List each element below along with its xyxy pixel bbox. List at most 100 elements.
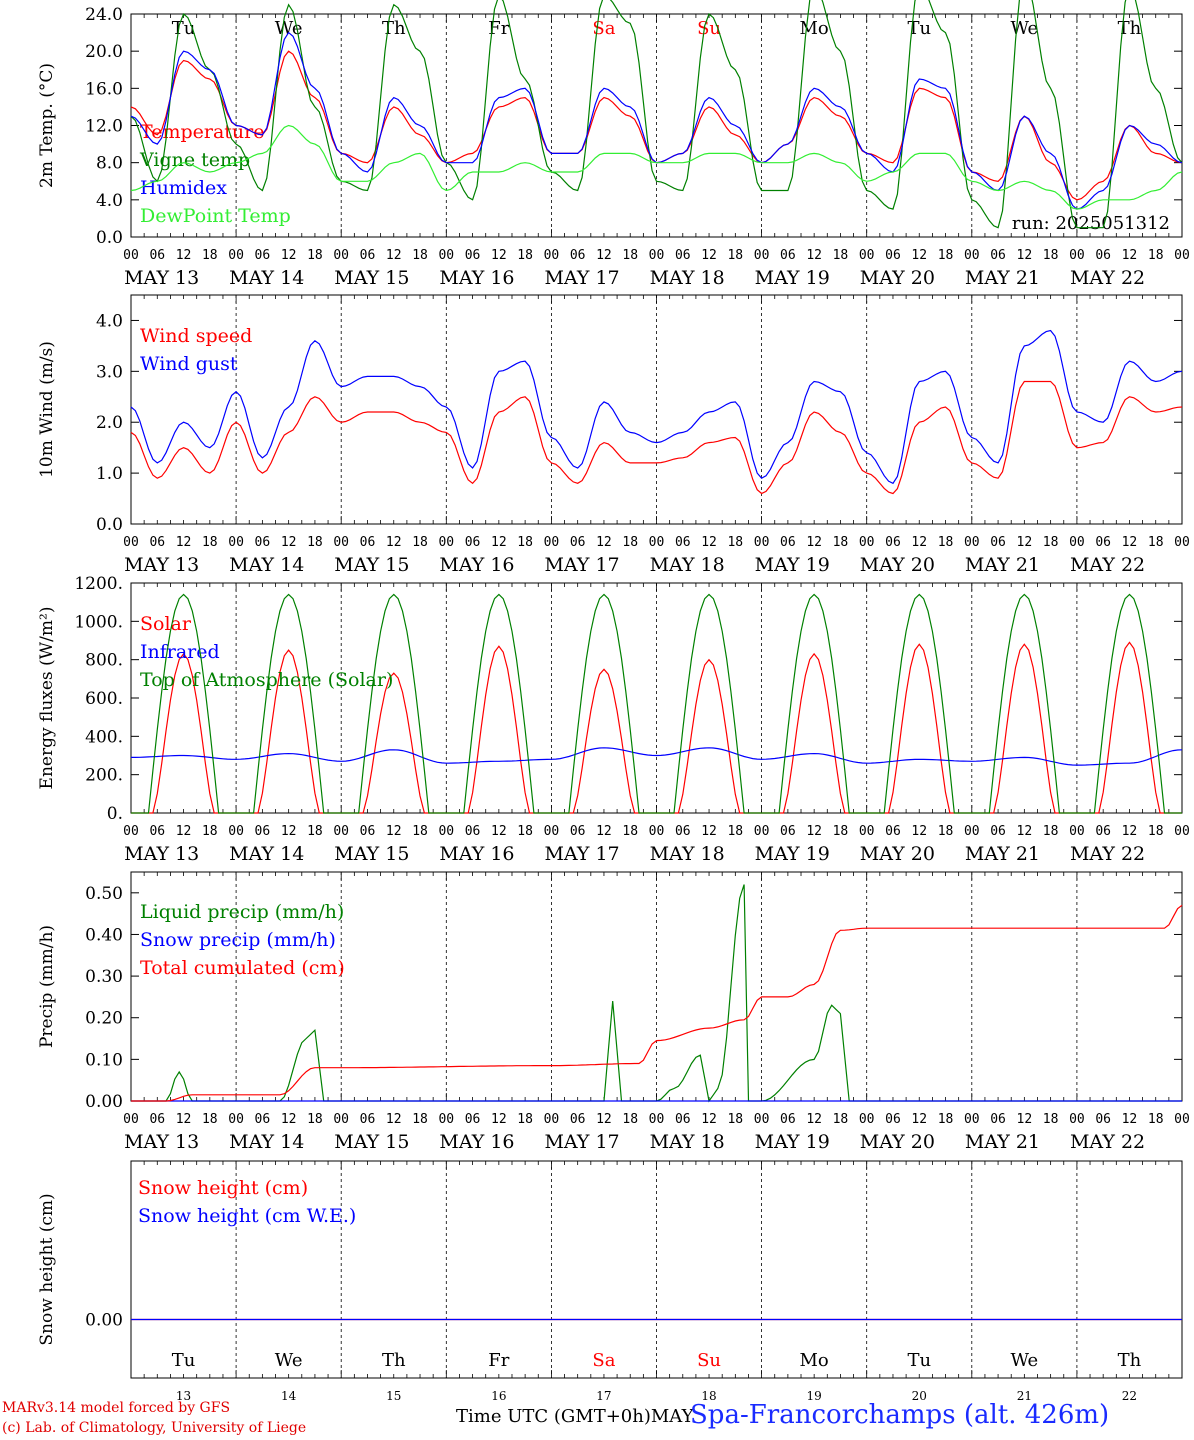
x-date-label: MAY 18 <box>650 843 725 865</box>
x-hour-label: 12 <box>1017 535 1033 550</box>
x-hour-label: 18 <box>517 824 533 839</box>
x-hour-label: 00 <box>754 824 770 839</box>
y-tick-label: 0.30 <box>85 967 123 987</box>
x-hour-label: 12 <box>281 248 297 263</box>
series-vigne-temp <box>130 0 1183 229</box>
x-hour-label: 06 <box>675 1112 691 1127</box>
x-hour-label: 06 <box>570 535 586 550</box>
x-hour-label: 06 <box>1095 824 1111 839</box>
x-hour-label: 00 <box>1174 248 1190 263</box>
day-number: 16 <box>491 1389 506 1400</box>
x-hour-label: 12 <box>176 535 192 550</box>
x-date-label: MAY 22 <box>1070 554 1145 576</box>
x-date-label: MAY 13 <box>124 267 199 289</box>
x-hour-label: 06 <box>675 824 691 839</box>
y-tick-label: 2.0 <box>96 413 123 433</box>
x-hour-label: 06 <box>570 1112 586 1127</box>
day-number: 13 <box>176 1389 191 1400</box>
x-hour-label: 18 <box>833 535 849 550</box>
x-hour-label: 06 <box>360 824 376 839</box>
legend-total-cumulated-cm: Total cumulated (cm) <box>140 957 345 979</box>
x-hour-label: 00 <box>1174 1112 1190 1127</box>
x-hour-label: 06 <box>255 248 271 263</box>
x-hour-label: 00 <box>1069 1112 1085 1127</box>
x-date-label: MAY 21 <box>965 267 1040 289</box>
y-tick-label: 16.0 <box>85 79 123 99</box>
y-axis-label: Precip (mm/h) <box>37 925 57 1048</box>
x-hour-label: 00 <box>964 248 980 263</box>
x-hour-label: 12 <box>596 248 612 263</box>
x-hour-label: 06 <box>675 535 691 550</box>
x-date-label: MAY 14 <box>229 267 304 289</box>
model-credit: MARv3.14 model forced by GFS <box>2 1400 231 1416</box>
x-hour-label: 18 <box>938 824 954 839</box>
y-tick-label: 800. <box>85 651 123 671</box>
y-axis-label: 10m Wind (m/s) <box>37 341 57 478</box>
x-hour-label: 12 <box>281 1112 297 1127</box>
x-hour-label: 18 <box>202 824 218 839</box>
x-hour-label: 06 <box>780 248 796 263</box>
x-date-label: MAY 19 <box>755 267 830 289</box>
x-hour-label: 06 <box>990 248 1006 263</box>
x-hour-label: 12 <box>176 824 192 839</box>
x-hour-label: 18 <box>622 824 638 839</box>
x-hour-label: 18 <box>412 248 428 263</box>
x-hour-label: 00 <box>964 1112 980 1127</box>
x-hour-label: 12 <box>176 248 192 263</box>
x-hour-label: 18 <box>307 535 323 550</box>
x-hour-label: 18 <box>727 824 743 839</box>
legend-snow-height-cm-w-e: Snow height (cm W.E.) <box>138 1205 356 1227</box>
x-hour-label: 00 <box>649 824 665 839</box>
x-hour-label: 18 <box>1148 1112 1164 1127</box>
legend-snow-height-cm: Snow height (cm) <box>138 1177 308 1199</box>
x-hour-label: 00 <box>228 248 244 263</box>
run-annotation: run: 2025051312 <box>1012 213 1170 234</box>
x-hour-label: 18 <box>517 1112 533 1127</box>
x-hour-label: 18 <box>517 535 533 550</box>
x-hour-label: 00 <box>333 535 349 550</box>
weekday-label: Fr <box>488 1350 509 1371</box>
x-hour-label: 00 <box>544 248 560 263</box>
y-tick-label: 3.0 <box>96 362 123 382</box>
y-axis-label: Snow height (cm) <box>37 1193 57 1345</box>
y-tick-label: 400. <box>85 727 123 747</box>
x-hour-label: 00 <box>649 535 665 550</box>
x-hour-label: 00 <box>754 1112 770 1127</box>
x-hour-label: 18 <box>1148 248 1164 263</box>
x-hour-label: 12 <box>1122 824 1138 839</box>
x-hour-label: 06 <box>1095 535 1111 550</box>
x-date-label: MAY 14 <box>229 554 304 576</box>
x-hour-label: 06 <box>360 248 376 263</box>
meteogram-chart: 0.0 4.0 8.0 12.0 16.0 20.0 24.0 2m Temp. (°C) 00… <box>37 0 1190 1400</box>
x-hour-label: 06 <box>360 535 376 550</box>
x-hour-label: 18 <box>202 1112 218 1127</box>
weekday-label: Tu <box>172 1350 196 1371</box>
x-hour-label: 18 <box>202 248 218 263</box>
x-hour-label: 12 <box>1122 248 1138 263</box>
x-hour-label: 12 <box>701 248 717 263</box>
x-hour-label: 18 <box>1043 248 1059 263</box>
weekday-label: Th <box>382 1350 406 1371</box>
x-hour-label: 00 <box>649 248 665 263</box>
series-wind-speed <box>130 380 1183 495</box>
x-hour-label: 00 <box>333 248 349 263</box>
x-hour-label: 06 <box>885 1112 901 1127</box>
x-hour-label: 06 <box>149 248 165 263</box>
x-date-label: MAY 15 <box>334 843 409 865</box>
x-date-label: MAY 17 <box>544 843 619 865</box>
day-number: 15 <box>386 1389 401 1400</box>
x-hour-label: 18 <box>1043 1112 1059 1127</box>
x-hour-label: 12 <box>806 1112 822 1127</box>
x-hour-label: 00 <box>1174 824 1190 839</box>
x-hour-label: 06 <box>1095 1112 1111 1127</box>
weekday-label: We <box>275 1350 303 1371</box>
y-tick-label: 0.00 <box>85 1092 123 1112</box>
day-number: 18 <box>701 1389 716 1400</box>
x-hour-label: 12 <box>806 535 822 550</box>
x-hour-label: 06 <box>780 824 796 839</box>
x-hour-label: 18 <box>938 535 954 550</box>
x-hour-label: 18 <box>202 535 218 550</box>
x-hour-label: 00 <box>333 824 349 839</box>
x-hour-label: 18 <box>833 248 849 263</box>
day-number: 21 <box>1017 1389 1032 1400</box>
